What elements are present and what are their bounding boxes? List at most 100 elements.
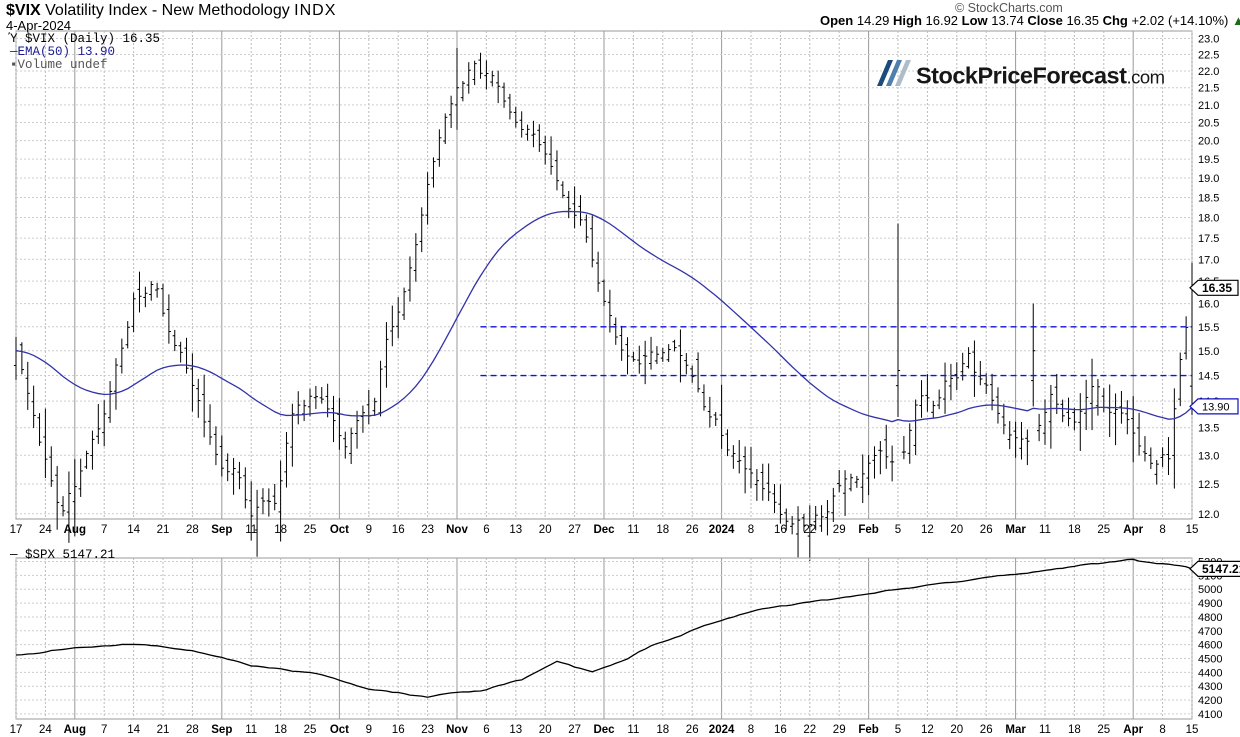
svg-text:12.0: 12.0	[1198, 509, 1219, 521]
svg-text:21: 21	[157, 724, 170, 736]
svg-text:7: 7	[101, 524, 107, 536]
svg-text:18: 18	[274, 724, 287, 736]
svg-text:15.5: 15.5	[1198, 322, 1219, 334]
svg-text:16: 16	[774, 724, 787, 736]
svg-text:8: 8	[1159, 524, 1165, 536]
svg-text:25: 25	[1097, 724, 1110, 736]
svg-text:18: 18	[656, 724, 669, 736]
svg-text:Apr: Apr	[1123, 724, 1143, 736]
svg-text:11: 11	[1039, 524, 1051, 536]
svg-text:Nov: Nov	[446, 524, 468, 536]
svg-text:13: 13	[509, 724, 522, 736]
svg-text:17.5: 17.5	[1198, 233, 1219, 245]
svg-text:17.0: 17.0	[1198, 254, 1219, 266]
svg-text:22.0: 22.0	[1198, 66, 1219, 78]
svg-text:Oct: Oct	[330, 724, 349, 736]
svg-text:11: 11	[627, 724, 639, 736]
svg-text:23: 23	[421, 524, 434, 536]
svg-text:15.0: 15.0	[1198, 346, 1219, 358]
svg-text:16.35: 16.35	[1202, 281, 1232, 295]
svg-text:Apr: Apr	[1123, 524, 1143, 536]
svg-text:Aug: Aug	[64, 524, 86, 536]
svg-text:22: 22	[803, 524, 816, 536]
svg-text:16: 16	[774, 524, 787, 536]
svg-text:5: 5	[895, 524, 901, 536]
svg-text:4600: 4600	[1198, 640, 1222, 652]
svg-text:21.5: 21.5	[1198, 83, 1219, 95]
svg-text:16: 16	[392, 524, 405, 536]
svg-text:24: 24	[39, 524, 52, 536]
svg-text:20.5: 20.5	[1198, 118, 1219, 130]
svg-text:Dec: Dec	[593, 724, 615, 736]
svg-text:12.5: 12.5	[1198, 479, 1219, 491]
svg-text:22.5: 22.5	[1198, 50, 1219, 62]
svg-text:20: 20	[950, 724, 963, 736]
svg-text:2024: 2024	[709, 524, 735, 536]
svg-text:Aug: Aug	[64, 724, 86, 736]
svg-text:5: 5	[895, 724, 901, 736]
svg-text:27: 27	[568, 524, 581, 536]
svg-text:11: 11	[1039, 724, 1051, 736]
svg-text:12: 12	[921, 724, 934, 736]
svg-text:7: 7	[101, 724, 107, 736]
svg-text:6: 6	[483, 724, 489, 736]
svg-text:18: 18	[1068, 724, 1081, 736]
svg-text:9: 9	[366, 524, 372, 536]
svg-text:28: 28	[186, 524, 199, 536]
svg-text:Sep: Sep	[211, 724, 232, 736]
svg-text:23: 23	[421, 724, 434, 736]
svg-text:8: 8	[1159, 724, 1165, 736]
svg-text:4100: 4100	[1198, 709, 1222, 721]
svg-text:14: 14	[127, 524, 140, 536]
svg-text:13.90: 13.90	[1202, 401, 1230, 413]
svg-text:29: 29	[833, 724, 846, 736]
svg-text:16.0: 16.0	[1198, 299, 1219, 311]
svg-text:22: 22	[803, 724, 816, 736]
svg-text:21: 21	[157, 524, 170, 536]
svg-text:19.0: 19.0	[1198, 173, 1219, 185]
svg-text:Sep: Sep	[211, 524, 232, 536]
svg-text:26: 26	[980, 724, 993, 736]
svg-text:14.5: 14.5	[1198, 371, 1219, 383]
svg-text:24: 24	[39, 724, 52, 736]
svg-text:18: 18	[656, 524, 669, 536]
svg-text:26: 26	[686, 524, 699, 536]
svg-text:5147.21: 5147.21	[1202, 562, 1240, 576]
svg-text:19.5: 19.5	[1198, 154, 1219, 166]
svg-text:18.0: 18.0	[1198, 213, 1219, 225]
svg-text:25: 25	[304, 724, 317, 736]
svg-text:6: 6	[483, 524, 489, 536]
svg-text:17: 17	[10, 724, 23, 736]
svg-text:4400: 4400	[1198, 667, 1222, 679]
svg-text:20.0: 20.0	[1198, 136, 1219, 148]
svg-text:16: 16	[392, 724, 405, 736]
svg-text:Nov: Nov	[446, 724, 468, 736]
svg-text:Oct: Oct	[330, 524, 349, 536]
svg-text:Mar: Mar	[1005, 724, 1026, 736]
svg-text:23.0: 23.0	[1198, 33, 1219, 45]
svg-text:20: 20	[950, 524, 963, 536]
svg-text:11: 11	[627, 524, 639, 536]
svg-text:11: 11	[245, 724, 257, 736]
svg-text:15: 15	[1186, 724, 1199, 736]
svg-text:4500: 4500	[1198, 653, 1222, 665]
svg-text:25: 25	[304, 524, 317, 536]
svg-text:4900: 4900	[1198, 598, 1222, 610]
svg-text:14: 14	[127, 724, 140, 736]
svg-text:20: 20	[539, 724, 552, 736]
svg-text:9: 9	[366, 724, 372, 736]
svg-text:13: 13	[509, 524, 522, 536]
svg-text:Dec: Dec	[593, 524, 615, 536]
svg-text:26: 26	[980, 524, 993, 536]
svg-text:StockPriceForecast.com: StockPriceForecast.com	[916, 63, 1165, 89]
svg-text:28: 28	[186, 724, 199, 736]
svg-text:2024: 2024	[709, 724, 735, 736]
svg-text:18.5: 18.5	[1198, 193, 1219, 205]
svg-text:25: 25	[1097, 524, 1110, 536]
svg-text:Mar: Mar	[1005, 524, 1026, 536]
svg-text:8: 8	[748, 524, 754, 536]
svg-text:12: 12	[921, 524, 934, 536]
svg-text:5000: 5000	[1198, 584, 1222, 596]
svg-text:4200: 4200	[1198, 695, 1222, 707]
svg-text:20: 20	[539, 524, 552, 536]
